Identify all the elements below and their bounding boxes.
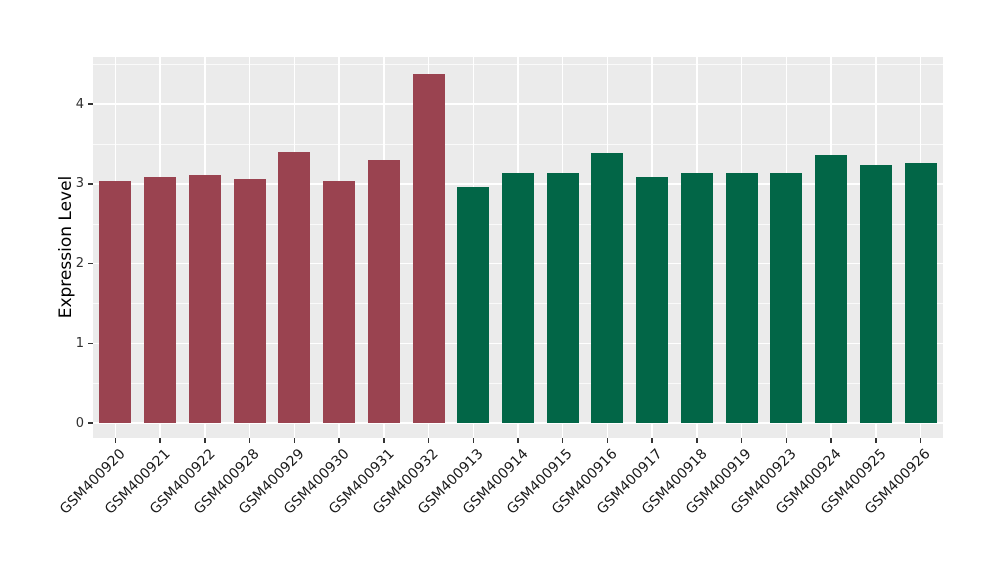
y-tick-label: 4 (75, 96, 84, 112)
bar-GSM400915 (546, 172, 579, 423)
bar-GSM400919 (725, 172, 758, 423)
x-tick-mark (606, 438, 609, 443)
y-tick-label: 2 (75, 256, 84, 271)
bar-GSM400924 (815, 155, 848, 423)
bar-GSM400918 (680, 172, 713, 423)
bar-GSM400921 (144, 177, 177, 423)
x-tick-mark (248, 438, 251, 443)
x-tick-mark (159, 438, 161, 443)
bar-GSM400926 (904, 163, 937, 423)
x-tick-mark (427, 438, 430, 443)
y-axis-title: Expression Level (56, 175, 76, 319)
x-tick-mark (919, 438, 922, 443)
bar-GSM400917 (636, 176, 669, 423)
x-tick-mark (875, 438, 877, 443)
y-tick-mark (88, 342, 93, 344)
bar-GSM400931 (367, 159, 400, 423)
bar-GSM400914 (502, 173, 534, 423)
bar-GSM400925 (859, 165, 892, 423)
x-tick-mark (651, 438, 653, 443)
x-tick-mark (338, 438, 340, 443)
bar-GSM400923 (770, 172, 803, 423)
bar-GSM400922 (188, 174, 221, 423)
x-tick-mark (696, 438, 698, 443)
bar-GSM400920 (99, 181, 132, 423)
x-tick-mark (561, 438, 564, 443)
x-tick-mark (740, 438, 743, 443)
x-tick-mark (830, 438, 832, 443)
y-tick-mark (88, 422, 93, 424)
y-tick-mark (88, 183, 93, 185)
y-tick-label: 3 (75, 176, 84, 192)
y-tick-label: 1 (75, 335, 84, 351)
x-tick-mark (383, 438, 385, 443)
bar-GSM400928 (233, 178, 266, 423)
x-tick-mark (293, 438, 296, 443)
x-tick-mark (517, 438, 519, 443)
x-tick-mark (204, 438, 206, 443)
x-tick-mark (785, 438, 788, 443)
bar-GSM400932 (412, 73, 445, 423)
bar-GSM400930 (323, 181, 356, 423)
bar-GSM400929 (278, 151, 311, 423)
x-tick-mark (114, 438, 117, 443)
y-tick-mark (88, 262, 93, 265)
y-tick-mark (88, 103, 93, 105)
y-tick-label: 0 (75, 415, 84, 431)
plot-panel (93, 57, 943, 438)
bar-GSM400913 (457, 186, 490, 423)
x-tick-mark (472, 438, 474, 443)
bar-GSM400916 (591, 153, 624, 423)
